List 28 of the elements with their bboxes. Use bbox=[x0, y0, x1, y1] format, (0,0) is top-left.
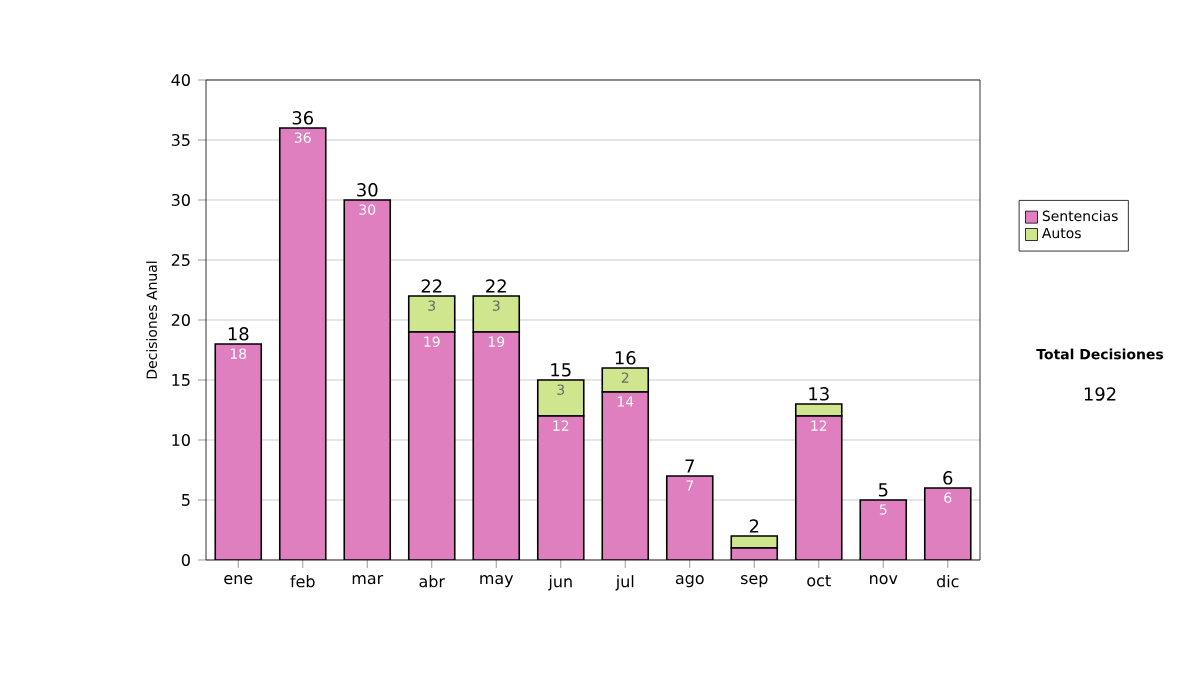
bar bbox=[472, 295, 521, 333]
bar bbox=[279, 127, 326, 560]
total-label: 36 bbox=[292, 111, 314, 125]
bar bbox=[537, 416, 584, 560]
total-label: 6 bbox=[943, 471, 953, 485]
bar bbox=[601, 367, 650, 393]
total-label: 13 bbox=[809, 387, 829, 401]
total-label: 2 bbox=[749, 519, 759, 533]
bar bbox=[536, 379, 585, 417]
total-label: 5 bbox=[878, 483, 888, 497]
bar bbox=[923, 487, 972, 560]
total-label: 15 bbox=[551, 363, 571, 377]
total-label: 18 bbox=[228, 327, 249, 341]
bar bbox=[407, 295, 456, 333]
bar bbox=[795, 416, 842, 560]
bar bbox=[408, 331, 455, 560]
bar bbox=[602, 391, 649, 560]
total-label: 16 bbox=[615, 351, 636, 365]
bar bbox=[860, 500, 907, 560]
bar bbox=[473, 331, 520, 560]
bar bbox=[344, 199, 391, 560]
total-label: 22 bbox=[486, 279, 506, 293]
bar bbox=[215, 343, 262, 560]
bar bbox=[666, 476, 713, 560]
text: 192 bbox=[1084, 387, 1116, 401]
total-label: 30 bbox=[357, 183, 378, 197]
total-label: 22 bbox=[421, 279, 442, 293]
total-label: 7 bbox=[685, 459, 694, 473]
